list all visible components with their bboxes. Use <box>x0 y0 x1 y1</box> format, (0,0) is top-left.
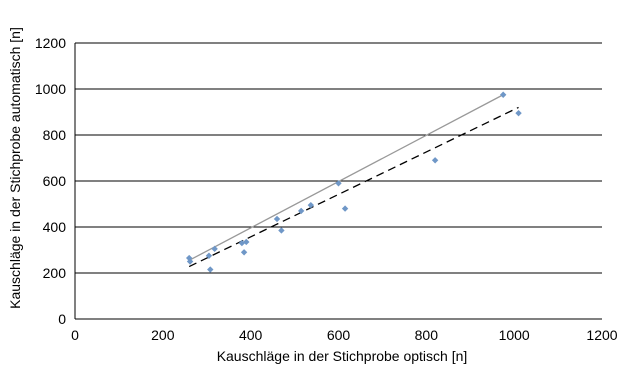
data-point-8 <box>273 215 281 223</box>
y-tick-label-3: 600 <box>43 173 67 189</box>
data-point-3 <box>207 266 214 273</box>
trend-lines <box>188 94 519 268</box>
data-point-6 <box>240 249 248 256</box>
y-axis-title: Kauschläge in der Stichprobe automatisch… <box>7 27 23 309</box>
x-tick-label-1: 200 <box>151 327 175 343</box>
data-points <box>185 91 522 273</box>
data-point-7 <box>243 238 250 246</box>
data-point-13 <box>341 205 349 212</box>
x-tick-label-2: 400 <box>239 327 263 343</box>
data-point-5 <box>238 239 246 247</box>
x-axis-title: Kauschläge in der Stichprobe optisch [n] <box>217 348 468 364</box>
data-point-4 <box>211 245 218 253</box>
y-tick-label-1: 200 <box>43 265 67 281</box>
y-tick-labels: 0 200 400 600 800 1000 1200 <box>35 35 66 327</box>
x-tick-label-5: 1000 <box>499 327 530 343</box>
x-tick-label-0: 0 <box>71 327 79 343</box>
data-point-11 <box>307 201 315 209</box>
x-tick-label-6: 1200 <box>586 327 617 343</box>
y-tick-label-6: 1200 <box>35 35 66 51</box>
data-point-1 <box>186 258 194 265</box>
data-point-10 <box>297 207 305 215</box>
data-point-16 <box>515 109 522 117</box>
data-point-12 <box>335 180 342 187</box>
y-tick-label-5: 1000 <box>35 81 66 97</box>
data-point-9 <box>278 227 285 234</box>
y-tick-label-0: 0 <box>58 311 66 327</box>
trend-line-dashed <box>188 106 519 268</box>
trend-line-solid <box>188 94 504 261</box>
data-point-14 <box>431 157 439 164</box>
x-tick-labels: 0 200 400 600 800 1000 1200 <box>71 327 618 343</box>
data-point-15 <box>499 91 507 98</box>
y-tick-label-4: 800 <box>43 127 67 143</box>
gridlines <box>75 42 602 274</box>
x-tick-label-3: 600 <box>327 327 351 343</box>
axes <box>74 43 602 320</box>
x-tick-label-4: 800 <box>415 327 439 343</box>
y-tick-label-2: 400 <box>43 219 67 235</box>
data-point-2 <box>205 252 213 259</box>
